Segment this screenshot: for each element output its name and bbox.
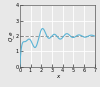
Y-axis label: Q_e: Q_e (8, 31, 14, 41)
X-axis label: x: x (56, 74, 59, 79)
